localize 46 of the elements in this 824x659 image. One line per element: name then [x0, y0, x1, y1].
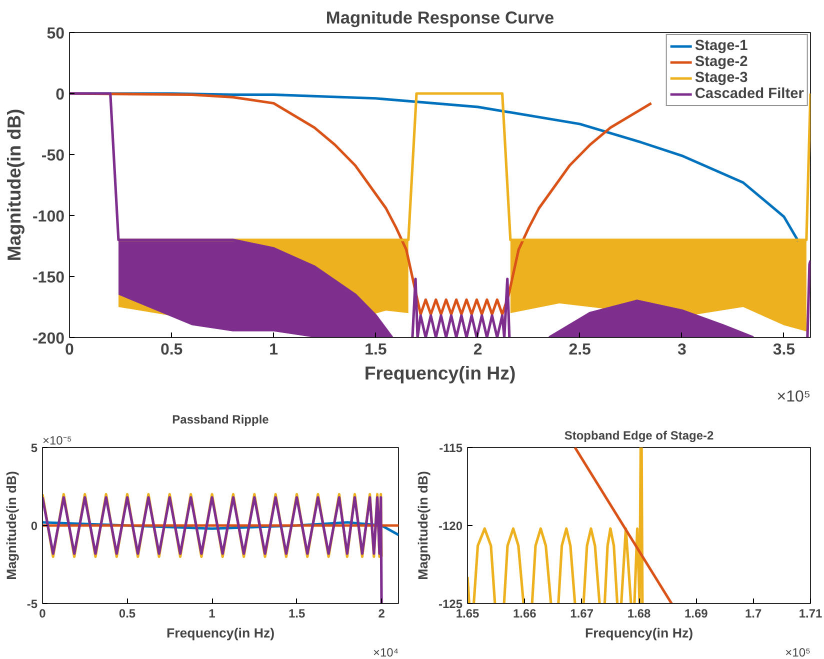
- x-tick-label: 1.7: [744, 606, 762, 620]
- x-tick-label: 1: [269, 342, 278, 358]
- y-axis-title: Magnitude(in dB): [4, 471, 19, 580]
- y-axis-title: Magnitude(in dB): [3, 108, 24, 262]
- text: ×10⁴: [372, 646, 399, 659]
- x-tick-label: 1.65: [456, 606, 480, 620]
- y-tick-label: -5: [26, 597, 38, 611]
- y-tick-label: 5: [30, 441, 38, 455]
- y-tick-label: 0: [30, 519, 38, 533]
- y-tick-label: -100: [32, 208, 65, 226]
- x-tick-label: 1.69: [684, 606, 708, 620]
- y-tick-label: -115: [439, 441, 463, 455]
- x-tick-label: 3.5: [772, 342, 796, 358]
- x-tick-label: 1.5: [364, 342, 387, 358]
- chart-title: Magnitude Response Curve: [326, 8, 554, 28]
- x-tick-label: 3: [677, 342, 686, 358]
- y-tick-label: 50: [46, 26, 65, 42]
- x-tick-label: 2: [378, 606, 386, 620]
- x-tick-label: 0.5: [160, 342, 183, 358]
- x-tick-label: 1.67: [570, 606, 594, 620]
- x-tick-label: 0.5: [118, 606, 136, 620]
- x-tick-label: 2: [473, 342, 482, 358]
- legend-label: Stage-2: [694, 54, 748, 70]
- legend-label: Stage-3: [694, 70, 748, 86]
- y-tick-label: -150: [32, 270, 65, 286]
- x-tick-label: 2.5: [568, 342, 592, 358]
- y-tick-label: -120: [438, 519, 463, 533]
- x-tick-label: 1.68: [627, 606, 652, 620]
- x-axis-title: Frequency(in Hz): [364, 362, 516, 384]
- y-axis-title: Magnitude(in dB): [415, 471, 430, 580]
- annotation: ×10⁻⁵: [42, 434, 72, 448]
- text: ×10⁵: [776, 388, 811, 406]
- x-tick-label: 1.66: [512, 606, 537, 620]
- y-tick-label: -50: [41, 148, 65, 164]
- y-tick-label: -200: [32, 330, 65, 348]
- legend-label: Cascaded Filter: [694, 86, 804, 102]
- chart-title: Stopband Edge of Stage-2: [564, 428, 714, 442]
- x-axis-title: Frequency(in Hz): [166, 626, 275, 640]
- x-tick-label: 1: [208, 606, 216, 620]
- x-axis-title: Frequency(in Hz): [584, 626, 694, 640]
- y-tick-label: 0: [56, 86, 65, 104]
- legend-label: Stage-1: [694, 38, 748, 54]
- x-tick-label: 1.71: [798, 606, 823, 620]
- text: ×10⁵: [785, 646, 811, 659]
- x-tick-label: 1.5: [288, 606, 306, 620]
- chart-title: Passband Ripple: [172, 412, 270, 426]
